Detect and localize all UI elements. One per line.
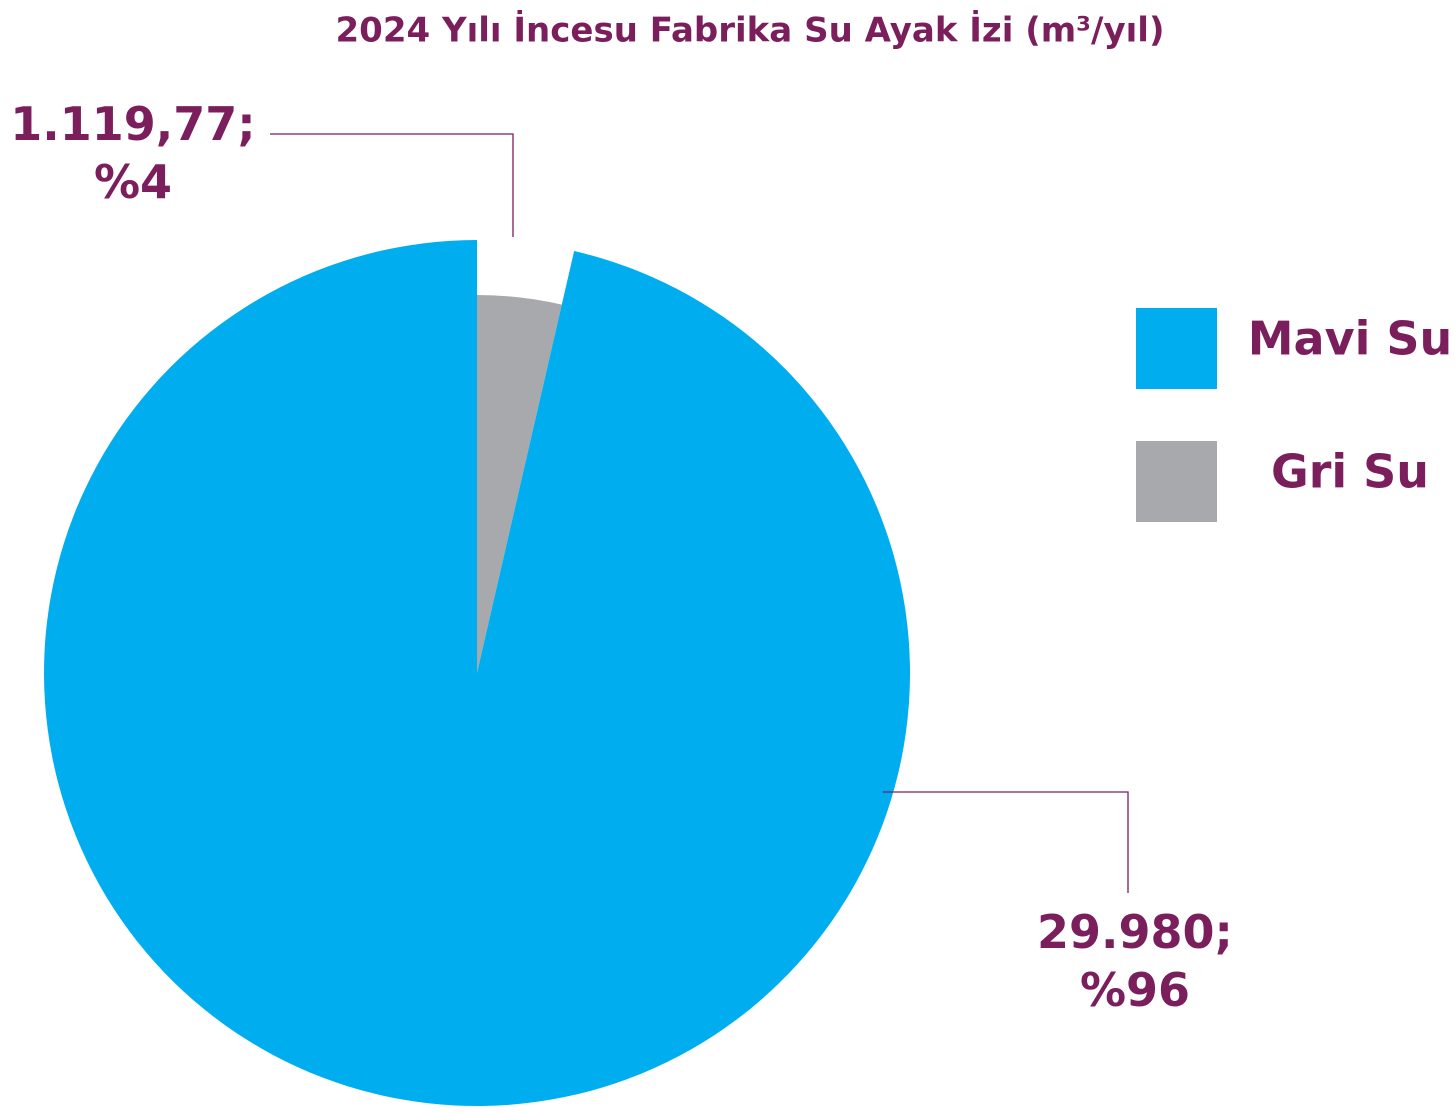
pie-slice [477,295,562,673]
legend-swatch [1136,308,1217,389]
legend-label: Gri Su [1271,445,1429,499]
legend-swatch [1136,441,1217,522]
chart-title: 2024 Yılı İncesu Fabrika Su Ayak İzi (m³… [336,10,1165,51]
pie-slice [44,240,911,1106]
legend-label: Mavi Su [1248,312,1452,366]
leader-line [270,133,514,237]
data-label: 1.119,77; %4 [10,97,255,209]
leader-line [883,791,1129,893]
data-label: 29.980; %96 [1037,905,1233,1017]
